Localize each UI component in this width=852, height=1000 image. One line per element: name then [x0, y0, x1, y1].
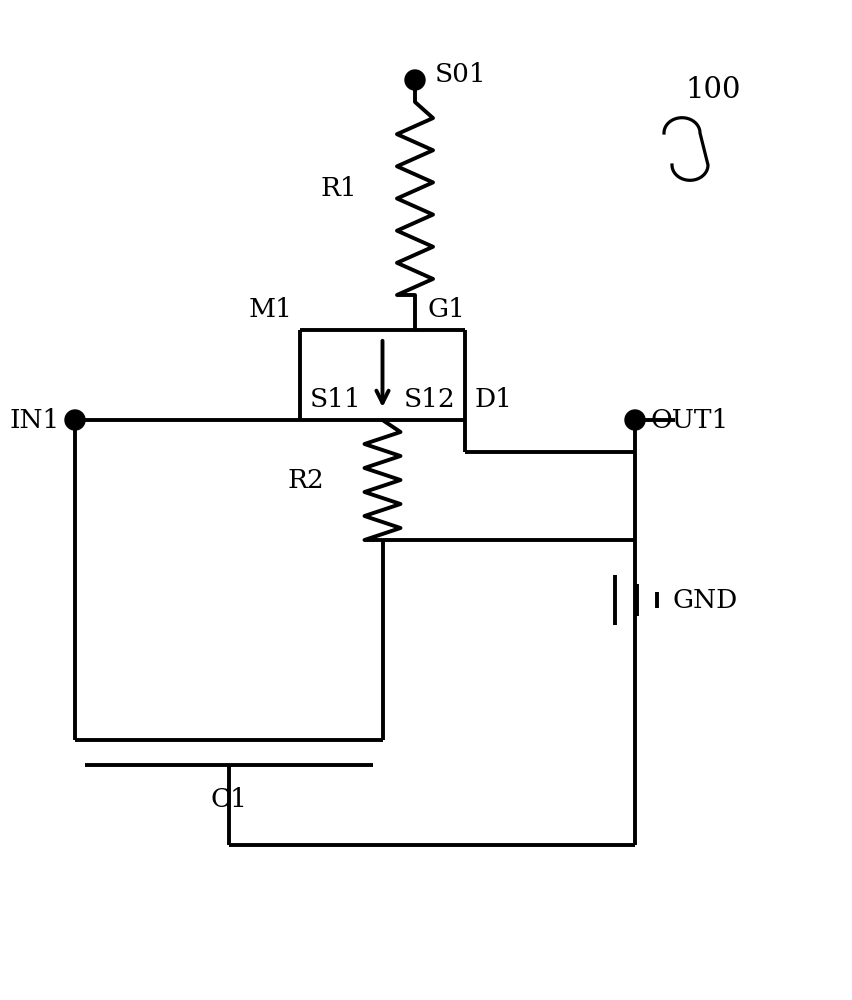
Text: R2: R2	[288, 468, 325, 493]
Text: S01: S01	[435, 62, 486, 88]
Text: S12: S12	[403, 387, 455, 412]
Text: GND: GND	[673, 587, 738, 612]
Text: IN1: IN1	[9, 408, 60, 432]
Text: C1: C1	[210, 787, 247, 812]
Circle shape	[405, 70, 425, 90]
Text: 100: 100	[685, 76, 740, 104]
Text: D1: D1	[475, 387, 513, 412]
Circle shape	[625, 410, 645, 430]
Circle shape	[65, 410, 85, 430]
Text: G1: G1	[427, 297, 465, 322]
Text: M1: M1	[248, 297, 292, 322]
Text: OUT1: OUT1	[650, 408, 728, 432]
Text: S11: S11	[310, 387, 361, 412]
Text: R1: R1	[320, 176, 357, 201]
